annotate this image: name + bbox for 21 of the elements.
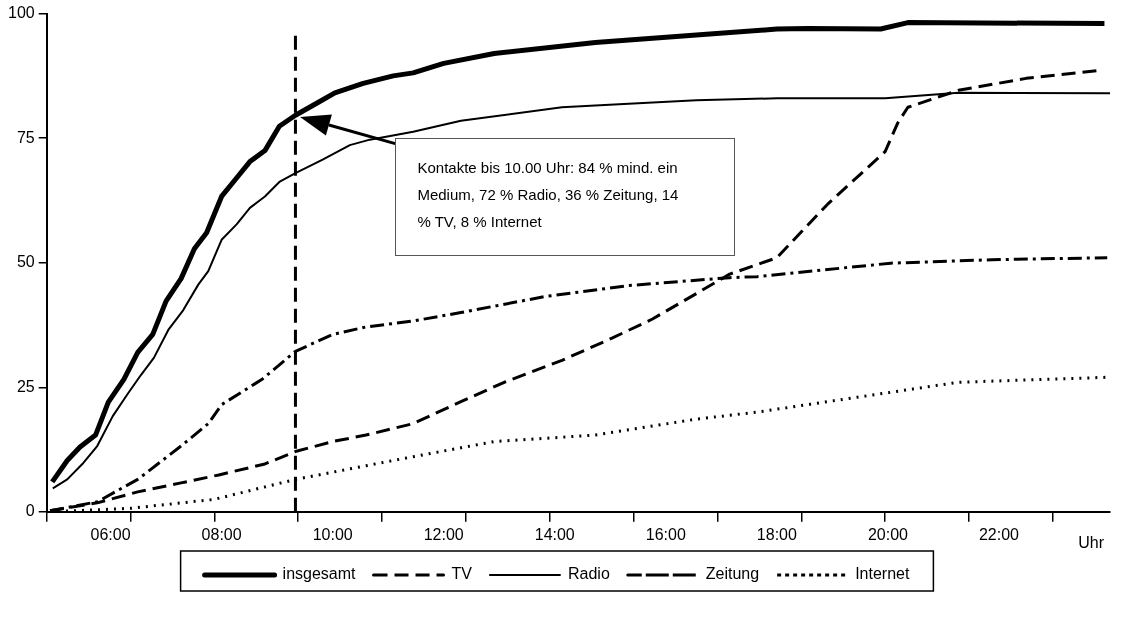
- y-tick-label: 75: [16, 128, 35, 146]
- legend-label: Radio: [567, 565, 610, 583]
- y-tick-label: 25: [16, 377, 35, 395]
- y-tick-label: 100: [7, 4, 35, 22]
- legend-label: insgesamt: [282, 565, 357, 583]
- x-tick-label: 16:00: [645, 525, 686, 543]
- x-tick-label: 20:00: [867, 525, 909, 543]
- y-tick-label: 50: [16, 253, 35, 271]
- x-tick-label: 18:00: [756, 525, 797, 543]
- x-tick-label: 10:00: [312, 525, 353, 543]
- x-axis-title: Uhr: [1078, 534, 1105, 552]
- x-tick-label: 06:00: [90, 525, 131, 543]
- legend-label: TV: [451, 565, 473, 583]
- x-tick-label: 22:00: [978, 525, 1020, 543]
- y-tick-label: 0: [25, 502, 35, 520]
- x-tick-label: 14:00: [534, 525, 575, 543]
- legend-label: Zeitung: [705, 565, 760, 583]
- x-tick-label: 12:00: [423, 525, 464, 543]
- legend-label: Internet: [855, 565, 910, 583]
- x-tick-label: 08:00: [201, 525, 242, 543]
- annotation: Kontakte bis 10.00 Uhr: 84 % mind. ein Medium, 72 % Radio, 36 % Zeitung, 14 % TV, 8 % Internet: [417, 158, 680, 233]
